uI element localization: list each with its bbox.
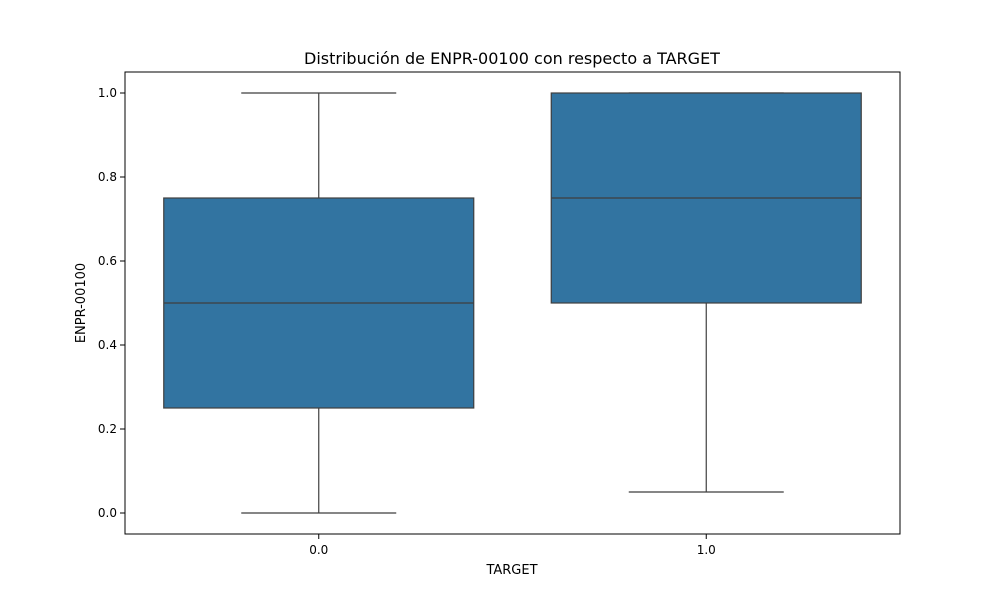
box-group-0-0 (163, 92, 475, 514)
x-tick-label: 1.0 (697, 543, 716, 557)
y-tick-label: 0.2 (98, 422, 117, 436)
y-axis-label: ENPR-00100 (74, 263, 89, 343)
y-tick-label: 0.8 (98, 170, 117, 184)
x-tick-label: 0.0 (309, 543, 328, 557)
y-tick-label: 1.0 (98, 86, 117, 100)
x-axis-label: TARGET (485, 563, 537, 578)
chart-title: Distribución de ENPR-00100 con respecto … (304, 49, 720, 68)
x-axis: 0.0 1.0 (309, 534, 716, 557)
y-tick-label: 0.0 (98, 506, 117, 520)
box-group-1-0 (550, 92, 862, 493)
plot-frame (124, 71, 901, 535)
y-axis: 0.0 0.2 0.4 0.6 0.8 1.0 (98, 86, 125, 520)
plot-area (163, 92, 862, 514)
y-tick-label: 0.4 (98, 338, 117, 352)
y-tick-label: 0.6 (98, 254, 117, 268)
